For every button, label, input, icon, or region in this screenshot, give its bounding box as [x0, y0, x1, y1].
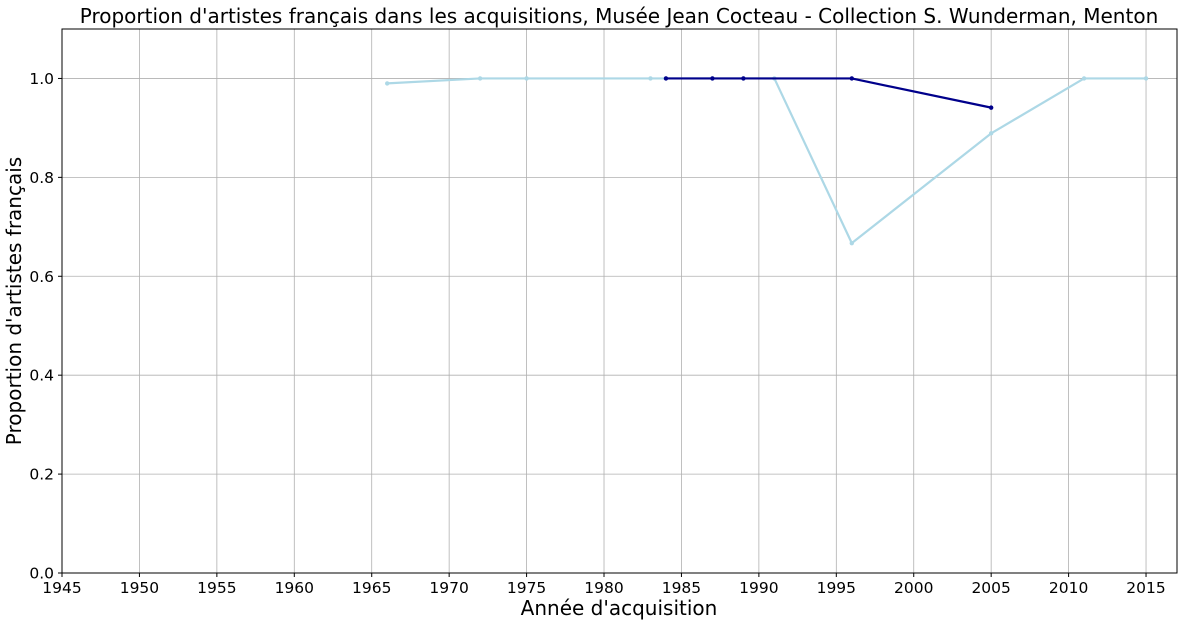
y-tick-label: 0.0 [29, 565, 54, 583]
x-axis-label: Année d'acquisition [521, 596, 718, 620]
x-tick-label: 1945 [42, 579, 81, 597]
data-point [524, 76, 529, 81]
x-tick-label: 1970 [429, 579, 468, 597]
ticks: 1945 1950 1955 1960 1965 1970 1975 1980 1985 1990… [29, 70, 1165, 597]
series-2 [663, 76, 994, 110]
x-tick-label: 2005 [971, 579, 1010, 597]
data-point [385, 81, 390, 86]
data-point [988, 105, 994, 110]
x-tick-label: 2000 [894, 579, 933, 597]
x-tick-label: 1990 [739, 579, 778, 597]
series-line [665, 77, 992, 109]
data-point [477, 76, 483, 81]
x-tick-label: 2010 [1049, 579, 1088, 597]
y-tick-label: 0.2 [29, 466, 54, 484]
data-point [849, 240, 854, 246]
x-tick-label: 1975 [507, 579, 546, 597]
y-tick-label: 0.4 [29, 367, 54, 385]
y-axis-label: Proportion d'artistes français [2, 157, 26, 445]
data-point [648, 76, 653, 81]
data-point [741, 76, 746, 81]
data-point [1081, 76, 1087, 81]
series-line [387, 77, 1147, 245]
x-tick-label: 2015 [1126, 579, 1165, 597]
data-point [710, 76, 715, 81]
x-tick-label: 1985 [662, 579, 701, 597]
grid [61, 29, 1177, 574]
x-tick-label: 1995 [817, 579, 856, 597]
axes-frame [61, 28, 1178, 574]
x-tick-label: 1960 [275, 579, 314, 597]
x-tick-label: 1955 [197, 579, 236, 597]
x-tick-label: 1950 [120, 579, 159, 597]
y-tick-label: 1.0 [29, 70, 54, 88]
y-tick-label: 0.6 [29, 268, 54, 286]
x-tick-label: 1980 [584, 579, 623, 597]
data-point [849, 76, 854, 81]
x-tick-label: 1965 [352, 579, 391, 597]
data-point [663, 76, 669, 81]
data-point [1143, 76, 1149, 81]
data-point [988, 131, 994, 136]
chart-title: Proportion d'artistes français dans les … [80, 4, 1159, 28]
y-tick-label: 0.8 [29, 169, 54, 187]
series-layer [385, 76, 1149, 246]
series-1 [385, 76, 1149, 246]
